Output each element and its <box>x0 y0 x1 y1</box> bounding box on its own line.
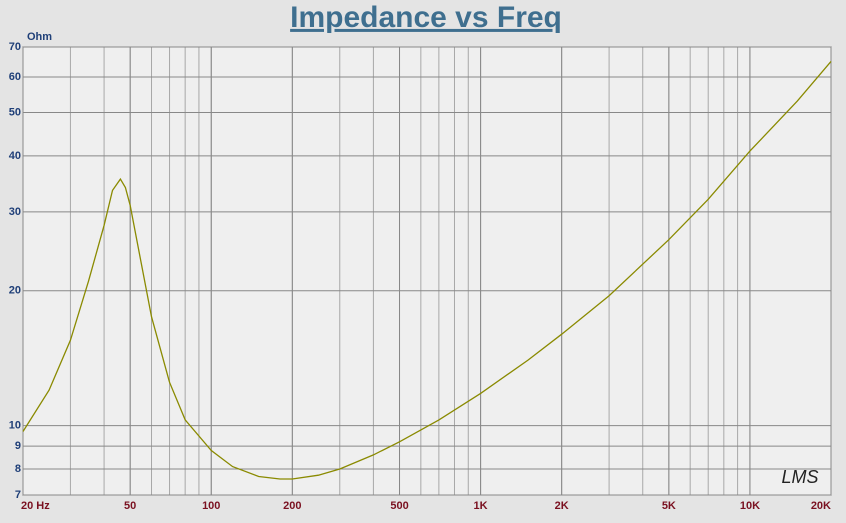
impedance-line <box>22 60 832 480</box>
x-tick-label: 20 Hz <box>21 500 50 512</box>
y-tick-label: 8 <box>15 463 21 475</box>
y-tick-label: 50 <box>9 106 21 118</box>
y-tick-label: 20 <box>9 285 21 297</box>
watermark: LMS <box>781 467 818 487</box>
plot-area <box>22 46 832 496</box>
y-tick-label: 60 <box>9 71 21 83</box>
x-tick-label: 100 <box>202 500 220 512</box>
y-tick-label: 7 <box>15 489 21 501</box>
x-tick-label: 200 <box>283 500 301 512</box>
y-tick-label: 40 <box>9 150 21 162</box>
y-tick-label: 70 <box>9 41 21 53</box>
x-tick-label: 10K <box>740 500 760 512</box>
y-tick-label: 30 <box>9 206 21 218</box>
y-unit: Ohm <box>27 31 52 43</box>
x-tick-label: 5K <box>662 500 676 512</box>
y-tick-label: 9 <box>15 440 21 452</box>
x-tick-label: 500 <box>390 500 408 512</box>
chart-title: Impedance vs Freq <box>290 1 562 34</box>
x-tick-label: 1K <box>474 500 488 512</box>
x-tick-label: 2K <box>555 500 569 512</box>
x-tick-label: 20K <box>811 500 831 512</box>
x-tick-label: 50 <box>124 500 136 512</box>
y-tick-label: 10 <box>9 420 21 432</box>
